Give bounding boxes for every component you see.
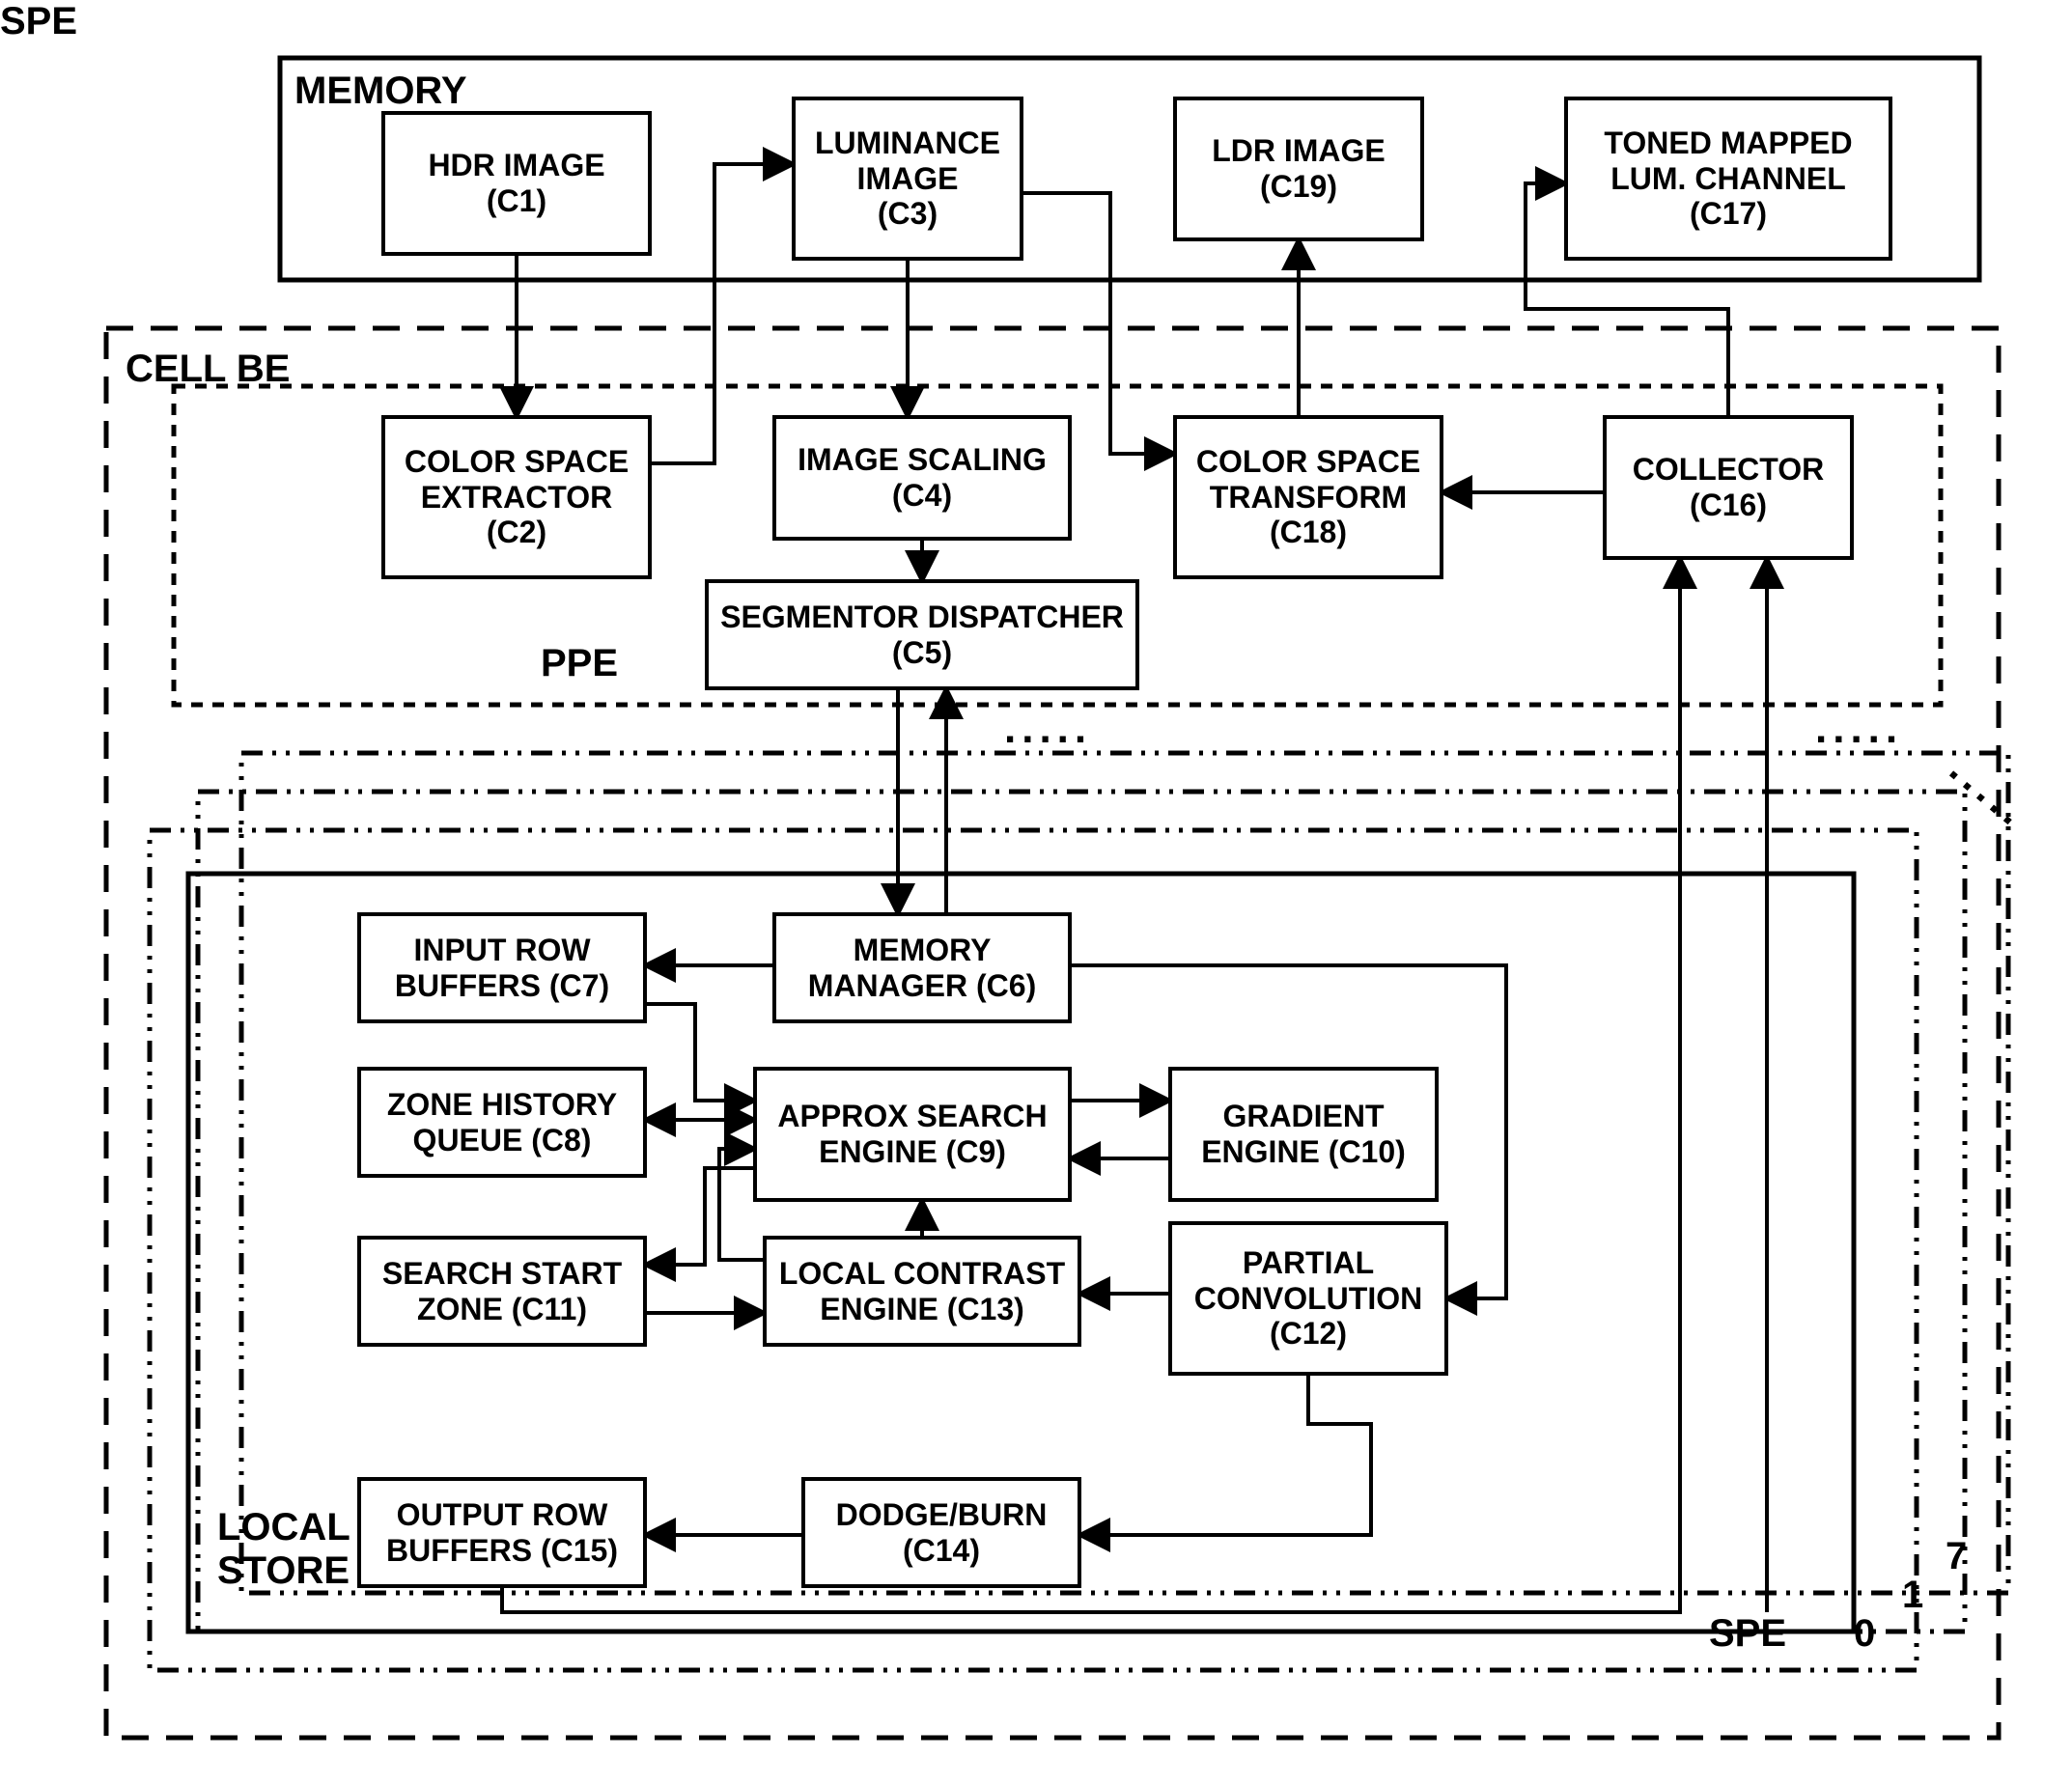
node-c1: HDR IMAGE (C1) [381,111,652,256]
spe-index-7: 7 [1946,1535,1967,1578]
node-c4: IMAGE SCALING (C4) [772,415,1072,541]
node-c7: INPUT ROW BUFFERS (C7) [357,912,647,1023]
node-c19: LDR IMAGE (C19) [1173,97,1424,241]
container-label-cellbe: CELL BE [126,348,290,391]
ellipsis: ..... [1941,745,2039,839]
container-label-memory: MEMORY [294,70,467,113]
node-c9: APPROX SEARCH ENGINE (C9) [753,1067,1072,1202]
node-c15: OUTPUT ROW BUFFERS (C15) [357,1477,647,1588]
node-c18: COLOR SPACE TRANSFORM (C18) [1173,415,1443,579]
node-c3: LUMINANCE IMAGE (C3) [792,97,1023,261]
node-c16: COLLECTOR (C16) [1603,415,1854,560]
node-c2: COLOR SPACE EXTRACTOR (C2) [381,415,652,579]
node-c17: TONED MAPPED LUM. CHANNEL (C17) [1564,97,1892,261]
node-c11: SEARCH START ZONE (C11) [357,1236,647,1347]
ellipsis: ..... [1815,705,1903,753]
edge-c9-c11 [647,1168,753,1265]
spe-index-0: 0 [1854,1612,1875,1656]
node-c5: SEGMENTOR DISPATCHER (C5) [705,579,1139,690]
container-label-spe0: SPE [0,0,77,43]
node-c14: DODGE/BURN (C14) [801,1477,1081,1588]
ellipsis: ..... [1004,705,1092,753]
node-c12: PARTIAL CONVOLUTION (C12) [1168,1221,1448,1376]
node-c13: LOCAL CONTRAST ENGINE (C13) [763,1236,1081,1347]
container-label-spe0-spe: SPE [1709,1612,1786,1656]
spe-index-1: 1 [1902,1574,1923,1617]
node-c6: MEMORY MANAGER (C6) [772,912,1072,1023]
node-c10: GRADIENT ENGINE (C10) [1168,1067,1439,1202]
container-label-local: LOCAL STORE [217,1506,350,1593]
edge-c12-c14 [1081,1376,1371,1535]
edge-c7-c9 [647,1004,753,1101]
container-label-ppe: PPE [541,642,618,685]
edge-c2-c3 [652,164,792,463]
node-c8: ZONE HISTORY QUEUE (C8) [357,1067,647,1178]
